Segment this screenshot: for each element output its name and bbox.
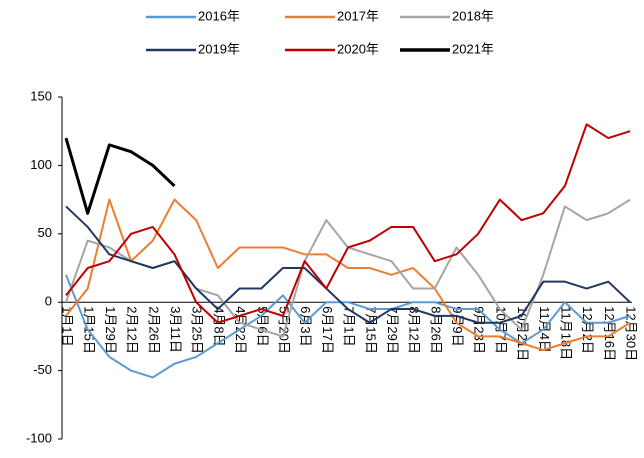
- x-tick-label: 8月26日: [428, 306, 443, 354]
- y-tick-label: 150: [30, 88, 52, 103]
- legend-label: 2021年: [452, 41, 494, 56]
- x-tick-label: 6月17日: [320, 306, 335, 354]
- series-line: [65, 205, 631, 324]
- legend-label: 2018年: [452, 8, 494, 23]
- y-tick-label: 50: [38, 225, 52, 240]
- y-tick-label: 100: [30, 157, 52, 172]
- x-tick-label: 3月25日: [190, 306, 205, 354]
- x-tick-label: 9月23日: [472, 306, 487, 354]
- x-tick-label: 1月29日: [103, 306, 118, 354]
- y-tick-label: 0: [45, 294, 52, 309]
- legend-label: 2017年: [337, 8, 379, 23]
- series-line: [64, 137, 176, 215]
- x-tick-label: 2月26日: [146, 306, 161, 354]
- x-tick-label: 1月1日: [60, 306, 75, 346]
- x-tick-label: 4月8日: [211, 306, 226, 346]
- series-line: [65, 198, 631, 352]
- legend-label: 2016年: [198, 8, 240, 23]
- y-tick-label: -100: [26, 430, 52, 445]
- x-tick-label: 11月18日: [558, 306, 573, 360]
- x-tick-label: 12月16日: [602, 306, 617, 361]
- x-tick-label: 2月12日: [125, 306, 140, 354]
- x-tick-label: 5月6日: [255, 306, 270, 346]
- x-tick-label: 7月29日: [385, 306, 400, 354]
- legend-label: 2019年: [198, 41, 240, 56]
- x-tick-label: 12月2日: [580, 306, 595, 354]
- x-tick-label: 6月3日: [298, 306, 313, 346]
- x-tick-label: 8月12日: [407, 306, 422, 354]
- x-tick-label: 3月11日: [168, 306, 183, 353]
- x-tick-label: 7月1日: [342, 306, 357, 346]
- legend-label: 2020年: [337, 41, 379, 56]
- series-line: [65, 274, 631, 379]
- y-tick-label: -50: [33, 362, 52, 377]
- series-line: [65, 123, 631, 324]
- x-tick-label: 7月15日: [363, 306, 378, 354]
- x-tick-label: 12月30日: [624, 306, 639, 361]
